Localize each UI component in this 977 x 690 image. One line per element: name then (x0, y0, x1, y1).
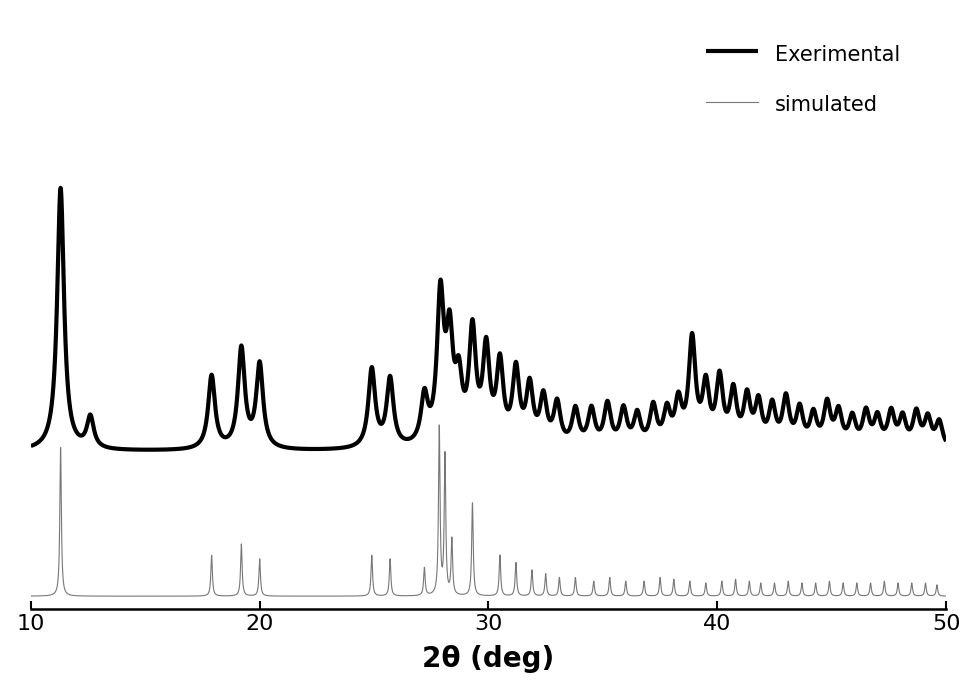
Legend: Exerimental, simulated: Exerimental, simulated (698, 33, 909, 126)
Exerimental (161, 445, 173, 453)
Exerimental (144, 446, 155, 454)
simulated (25, 592, 37, 600)
simulated (493, 555, 505, 564)
simulated (262, 591, 274, 600)
simulated (73, 591, 85, 600)
simulated (940, 592, 952, 600)
Line: Exerimental: Exerimental (31, 188, 946, 450)
simulated (434, 421, 446, 429)
Exerimental (25, 442, 37, 450)
simulated (507, 589, 519, 598)
Exerimental (507, 385, 519, 393)
Exerimental (73, 431, 85, 439)
Exerimental (55, 184, 66, 192)
Exerimental (493, 350, 505, 358)
Exerimental (581, 418, 593, 426)
Line: simulated: simulated (31, 425, 946, 596)
simulated (161, 592, 173, 600)
simulated (581, 591, 593, 600)
X-axis label: 2θ (deg): 2θ (deg) (422, 645, 555, 673)
simulated (139, 592, 150, 600)
Exerimental (262, 426, 274, 435)
Exerimental (940, 437, 952, 445)
